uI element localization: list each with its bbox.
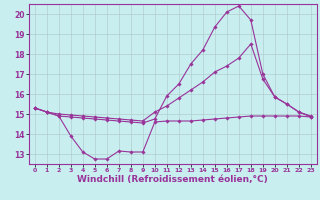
X-axis label: Windchill (Refroidissement éolien,°C): Windchill (Refroidissement éolien,°C) — [77, 175, 268, 184]
